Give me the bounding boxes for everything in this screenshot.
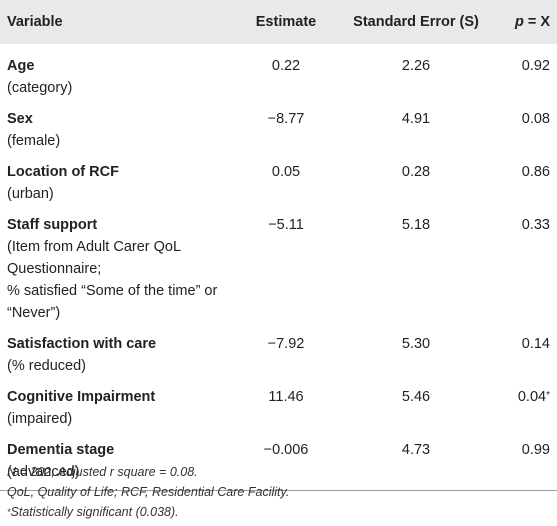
header-p-value: p = X — [492, 0, 557, 44]
variable-detail: (urban) — [7, 186, 54, 202]
footnote-significance: *Statistically significant (0.038). — [7, 502, 289, 522]
variable-name: Cognitive Impairment — [7, 389, 156, 405]
footnote-marker: * — [7, 507, 11, 517]
significance-marker: * — [546, 390, 550, 401]
footnote-sample-size: N = 202; Adjusted r square = 0.08. — [7, 465, 198, 479]
header-variable: Variable — [7, 14, 63, 30]
variable-detail: (impaired) — [7, 411, 73, 427]
estimate-cell: −0.006 — [263, 442, 309, 458]
variable-detail: (category) — [7, 80, 73, 96]
variable-cell: Satisfaction with care (% reduced) — [0, 333, 232, 386]
p-value-cell: 0.33 — [492, 214, 557, 333]
table-row: Dementia stage (advanced) −0.006 4.73 0.… — [0, 439, 557, 490]
variable-detail: (advanced) — [7, 464, 80, 480]
variable-detail: (female) — [7, 133, 61, 149]
footnote-significance-text: Statistically significant (0.038). — [10, 505, 179, 519]
p-value-cell: 0.86 — [492, 161, 557, 214]
p-value: 0.04 — [517, 389, 547, 405]
estimate-cell: −8.77 — [267, 111, 305, 127]
p-value-cell: 0.92 — [492, 44, 557, 108]
p-value: 0.92 — [521, 58, 550, 74]
p-value: 0.86 — [521, 164, 550, 180]
table-row: Satisfaction with care (% reduced) −7.92… — [0, 333, 557, 386]
p-value: 0.14 — [521, 336, 550, 352]
p-value-cell: 0.99 — [492, 439, 557, 490]
std-error-cell: 0.28 — [401, 164, 431, 180]
header-estimate: Estimate — [255, 14, 317, 30]
variable-detail-line: “Never”) — [7, 305, 61, 321]
table-header-row: Variable Estimate Standard Error (S) p =… — [0, 0, 557, 44]
variable-cell: Staff support (Item from Adult Carer QoL… — [0, 214, 232, 333]
variable-detail-line: (Item from Adult Carer QoL — [7, 239, 182, 255]
variable-detail-line: % satisfied “Some of the time” or — [7, 283, 218, 299]
table-row: Age (category) 0.22 2.26 0.92 — [0, 44, 557, 108]
regression-table: Variable Estimate Standard Error (S) p =… — [0, 0, 557, 490]
table-row: Staff support (Item from Adult Carer QoL… — [0, 214, 557, 333]
p-value: 0.08 — [521, 111, 550, 127]
header-p-label: p — [514, 14, 524, 30]
variable-cell: Location of RCF (urban) — [0, 161, 232, 214]
header-p-suffix: = X — [523, 14, 550, 30]
estimate-cell: 0.22 — [271, 58, 301, 74]
p-value: 0.33 — [521, 217, 550, 233]
table-footnotes: N = 202; Adjusted r square = 0.08. QoL, … — [7, 462, 289, 522]
estimate-cell: 0.05 — [271, 164, 301, 180]
std-error-cell: 5.18 — [401, 217, 431, 233]
p-value-cell: 0.08 — [492, 108, 557, 161]
std-error-cell: 5.30 — [401, 336, 431, 352]
variable-name: Age — [7, 58, 35, 74]
table-row: Cognitive Impairment (impaired) 11.46 5.… — [0, 386, 557, 439]
table-row: Sex (female) −8.77 4.91 0.08 — [0, 108, 557, 161]
table-bottom-rule — [0, 490, 557, 491]
estimate-cell: −5.11 — [268, 217, 304, 233]
p-value-cell: 0.14 — [492, 333, 557, 386]
estimate-cell: −7.92 — [267, 336, 305, 352]
variable-name: Dementia stage — [7, 442, 115, 458]
header-standard-error: Standard Error (S) — [353, 14, 479, 30]
p-value: 0.99 — [521, 442, 550, 458]
table-row: Location of RCF (urban) 0.05 0.28 0.86 — [0, 161, 557, 214]
estimate-cell: 11.46 — [268, 389, 304, 405]
variable-cell: Cognitive Impairment (impaired) — [0, 386, 232, 439]
variable-name: Satisfaction with care — [7, 336, 157, 352]
std-error-cell: 4.91 — [401, 111, 431, 127]
p-value-cell: 0.04* — [492, 386, 557, 439]
footnote-abbreviations: QoL, Quality of Life; RCF, Residential C… — [7, 485, 290, 499]
variable-name: Sex — [7, 111, 33, 127]
variable-detail-line: Questionnaire; — [7, 261, 102, 277]
variable-cell: Dementia stage (advanced) — [0, 439, 232, 490]
variable-name: Staff support — [7, 217, 98, 233]
variable-detail: (% reduced) — [7, 358, 86, 374]
variable-cell: Sex (female) — [0, 108, 232, 161]
std-error-cell: 2.26 — [401, 58, 431, 74]
std-error-cell: 5.46 — [401, 389, 431, 405]
variable-cell: Age (category) — [0, 44, 232, 108]
std-error-cell: 4.73 — [401, 442, 431, 458]
variable-name: Location of RCF — [7, 164, 119, 180]
